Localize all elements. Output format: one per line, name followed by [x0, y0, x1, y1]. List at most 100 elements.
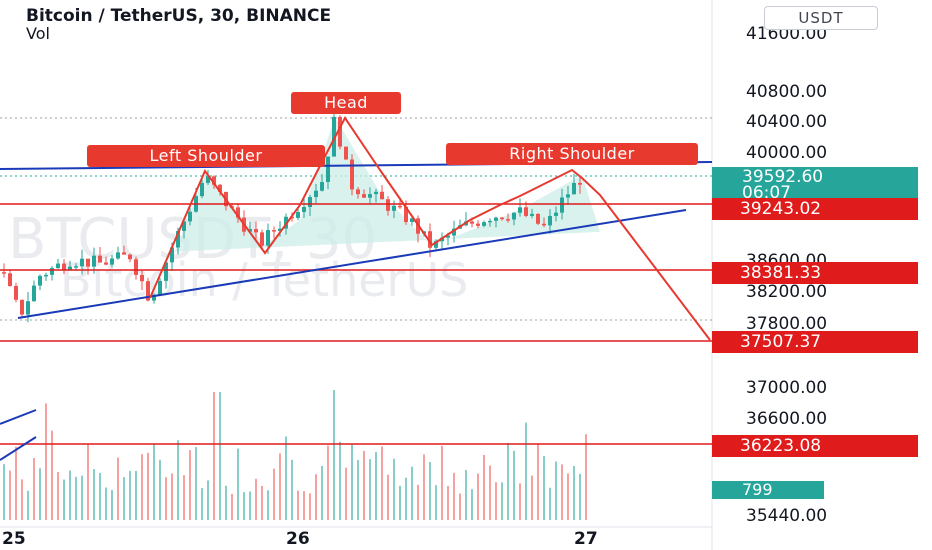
candle-body	[470, 221, 474, 224]
volume-bar	[309, 493, 311, 520]
candle-body	[338, 116, 342, 147]
volume-bar	[489, 465, 491, 520]
candle-body	[428, 231, 432, 248]
symbol-title[interactable]: Bitcoin / TetherUS, 30, BINANCE	[26, 6, 332, 26]
price-tick-label: 37800.00	[746, 314, 827, 334]
candle-body	[98, 255, 102, 263]
candle-body	[122, 252, 126, 255]
candle-body	[32, 285, 36, 302]
price-tick-label: 40800.00	[746, 82, 827, 102]
time-tick-label: 25	[2, 529, 26, 549]
volume-bar	[207, 480, 209, 520]
volume-bar	[351, 444, 353, 520]
volume-bar	[357, 460, 359, 520]
volume-bar	[447, 486, 449, 520]
candle-body	[566, 194, 570, 198]
candle-body	[20, 299, 24, 315]
candle-body	[38, 275, 42, 286]
candle-body	[248, 229, 252, 232]
price-tick-label: 35440.00	[746, 506, 827, 526]
candle-body	[110, 258, 114, 265]
candle-body	[176, 231, 180, 248]
candle-body	[170, 247, 174, 263]
watermark-line-2: Bitcoin / TetherUS	[60, 253, 468, 307]
price-tick-label: 36600.00	[746, 409, 827, 429]
volume-bar	[381, 446, 383, 520]
volume-bar	[261, 485, 263, 520]
volume-bar	[369, 459, 371, 520]
volume-trendline-2	[0, 436, 37, 461]
candle-body	[62, 263, 66, 270]
candle-body	[116, 252, 120, 259]
candle-body	[332, 116, 336, 157]
volume-bar	[567, 473, 569, 520]
volume-bar	[267, 490, 269, 520]
volume-bar	[3, 464, 5, 520]
candle-body	[140, 274, 144, 282]
candle-body	[26, 301, 30, 315]
volume-bar	[75, 476, 77, 520]
volume-bar	[513, 450, 515, 520]
candle-body	[482, 222, 486, 226]
volume-bar	[189, 450, 191, 520]
candle-body	[218, 184, 222, 192]
candle-body	[386, 199, 390, 211]
last-price-tag: 39592.60 06:07	[712, 167, 918, 202]
candle-body	[326, 156, 330, 183]
candle-body	[134, 259, 138, 275]
volume-bar	[45, 403, 47, 520]
left-shoulder-label[interactable]: Left Shoulder	[87, 145, 325, 167]
candle-body	[512, 212, 516, 220]
time-axis[interactable]: 25 26 27	[2, 529, 598, 549]
price-tick-label: 38200.00	[746, 282, 827, 302]
pattern-fill	[175, 117, 600, 252]
price-axis[interactable]: 41600.0040800.0040400.0040000.0038600.00…	[746, 24, 827, 526]
right-shoulder-label[interactable]: Right Shoulder	[446, 143, 698, 165]
head-label[interactable]: Head	[291, 92, 401, 114]
volume-bar	[387, 474, 389, 520]
candle-body	[8, 273, 12, 286]
volume-bar	[483, 454, 485, 520]
volume-bar	[339, 441, 341, 520]
candle-body	[500, 217, 504, 220]
level-tag-3: 37507.37	[712, 331, 918, 353]
currency-button[interactable]: USDT	[764, 6, 878, 30]
volume-bar	[561, 464, 563, 520]
candle-body	[392, 205, 396, 211]
candle-body	[182, 221, 186, 232]
volume-bar	[33, 458, 35, 520]
candle-body	[14, 285, 18, 300]
candle-body	[476, 223, 480, 226]
candle-body	[518, 207, 522, 213]
volume-bar	[39, 468, 41, 520]
candle-body	[104, 262, 108, 265]
volume-bar	[333, 390, 335, 520]
volume-bar	[9, 470, 11, 520]
volume-bar	[459, 493, 461, 520]
candle-body	[158, 280, 162, 295]
volume-indicator-label[interactable]: Vol	[26, 24, 50, 43]
candle-body	[296, 212, 300, 218]
candle-body	[410, 218, 414, 223]
candle-body	[446, 235, 450, 238]
price-tick-label: 40400.00	[746, 112, 827, 132]
candle-body	[524, 207, 528, 216]
volume-bar	[555, 461, 557, 520]
volume-bar	[393, 458, 395, 520]
volume-bar	[279, 453, 281, 520]
volume-bar	[477, 473, 479, 520]
volume-bar	[291, 459, 293, 520]
volume-bar	[201, 488, 203, 520]
volume-bar	[195, 447, 197, 520]
candle-body	[572, 182, 576, 195]
candle-body	[362, 194, 366, 198]
volume-bar	[255, 478, 257, 520]
candle-body	[560, 197, 564, 213]
candle-body	[236, 207, 240, 218]
volume-bar	[285, 436, 287, 520]
volume-bar	[213, 392, 215, 520]
volume-bar	[117, 457, 119, 520]
candle-body	[68, 266, 72, 270]
